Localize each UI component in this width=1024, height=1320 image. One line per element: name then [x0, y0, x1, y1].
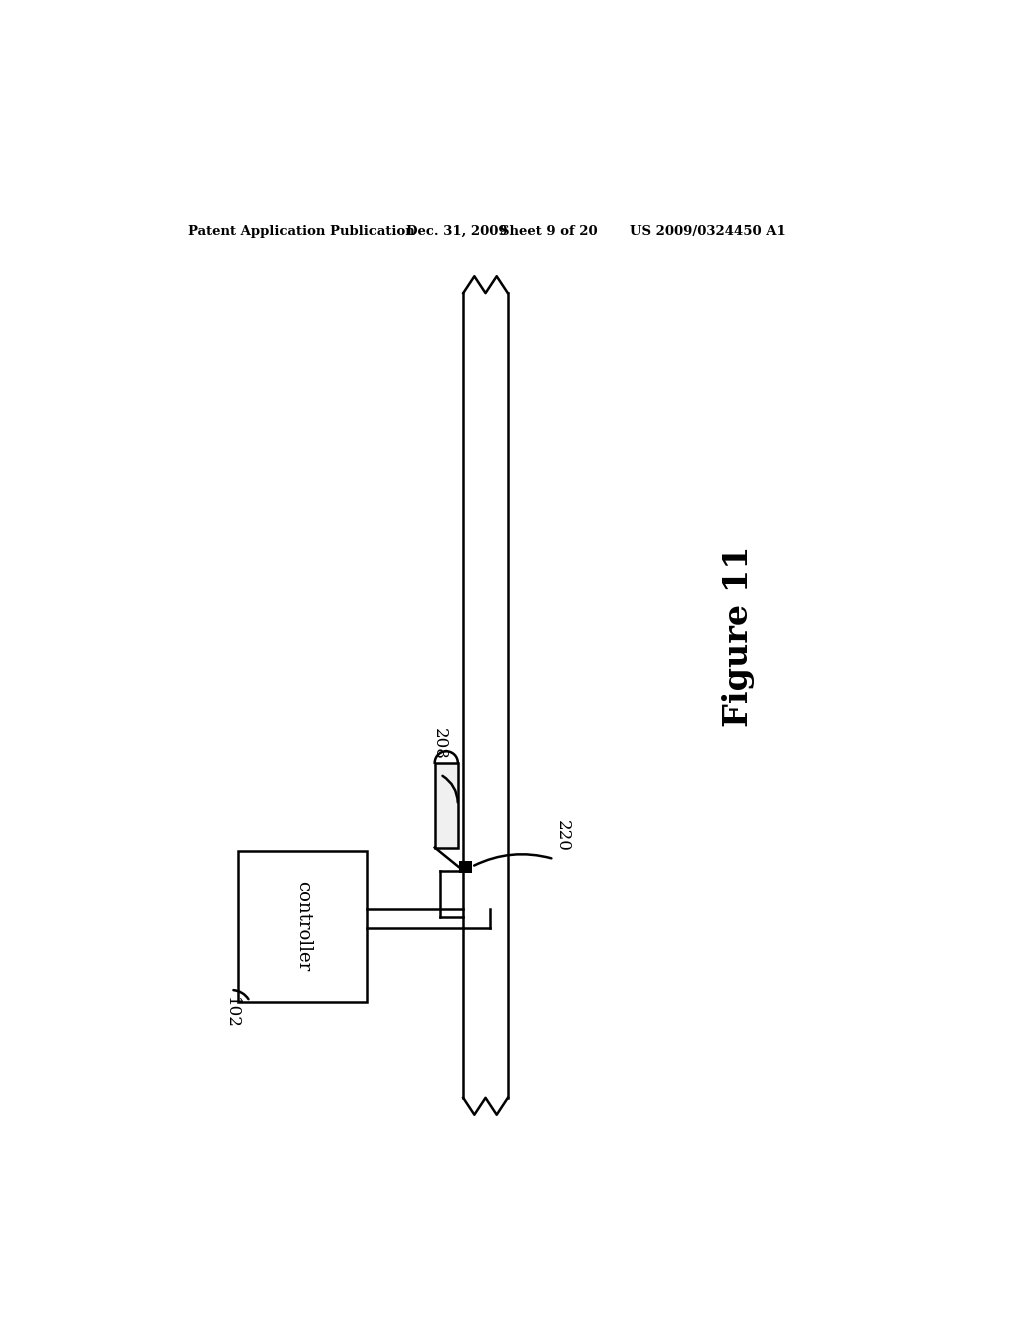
- Text: US 2009/0324450 A1: US 2009/0324450 A1: [630, 224, 785, 238]
- Bar: [460, 861, 472, 873]
- Text: 208: 208: [431, 727, 447, 759]
- Text: 102: 102: [223, 997, 240, 1030]
- Text: 220: 220: [554, 820, 571, 851]
- Text: Sheet 9 of 20: Sheet 9 of 20: [500, 224, 598, 238]
- Bar: [239, 851, 367, 1002]
- Bar: [435, 763, 458, 847]
- Text: Figure 11: Figure 11: [722, 545, 756, 726]
- Text: Patent Application Publication: Patent Application Publication: [188, 224, 415, 238]
- Text: controller: controller: [294, 882, 311, 972]
- Text: Dec. 31, 2009: Dec. 31, 2009: [407, 224, 508, 238]
